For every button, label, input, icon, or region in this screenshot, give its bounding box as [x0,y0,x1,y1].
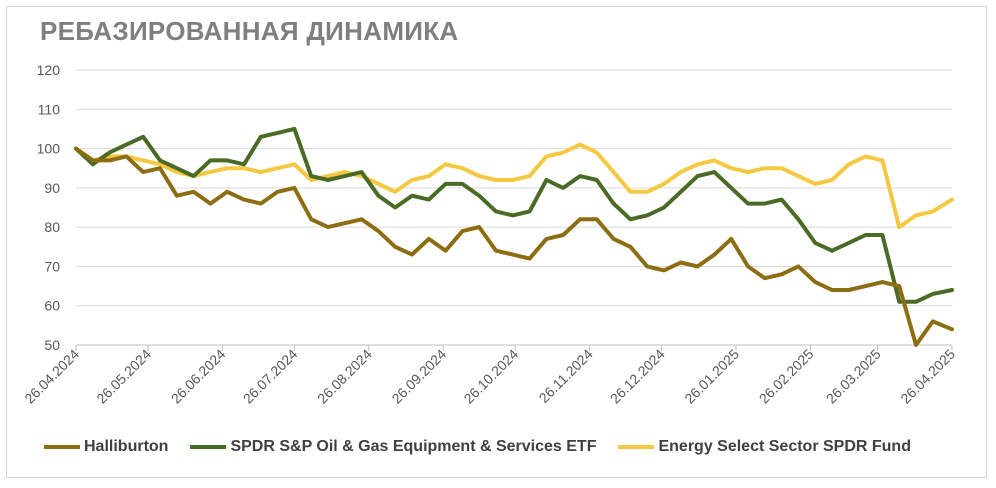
legend-swatch [44,445,80,449]
legend-swatch [190,445,227,449]
legend-label: SPDR S&P Oil & Gas Equipment & Services … [230,438,597,455]
x-tick-label: 26.05.2024 [93,346,154,407]
series-line-2 [74,126,954,304]
x-tick-label: 26.10.2024 [460,346,521,407]
x-tick-label: 26.03.2025 [823,346,884,407]
legend-label: Energy Select Sector SPDR Fund [658,438,911,455]
x-tick-label: 26.06.2024 [168,346,229,407]
y-tick-label: 80 [44,219,60,235]
x-tick-label: 26.07.2024 [240,346,301,407]
x-tick-label: 26.01.2025 [681,346,742,407]
x-tick-label: 26.08.2024 [314,346,375,407]
series-line-1 [74,146,954,347]
x-tick-label: 26.04.2025 [897,346,958,407]
legend-item-3: Energy Select Sector SPDR Fund [618,438,911,456]
x-tick-label: 26.02.2025 [756,346,817,407]
legend-swatch [618,445,655,449]
legend-label: Halliburton [84,438,169,455]
y-tick-label: 60 [44,298,60,314]
y-tick-label: 110 [38,101,61,117]
y-tick-label: 100 [37,141,61,157]
x-tick-label: 26.11.2024 [536,346,596,406]
chart-frame [6,6,987,478]
x-tick-label: 26.12.2024 [607,346,668,407]
series-line-3 [74,142,954,230]
y-tick-label: 120 [37,62,61,78]
chart-title: РЕБАЗИРОВАННАЯ ДИНАМИКА [40,16,459,46]
legend-item-1: Halliburton [44,438,168,456]
x-tick-label: 26.04.2024 [21,346,82,407]
y-tick-label: 70 [44,258,60,274]
chart-legend: Halliburton SPDR S&P Oil & Gas Equipment … [44,437,933,457]
x-tick-label: 26.09.2024 [388,346,449,407]
y-tick-label: 90 [44,180,60,196]
y-tick-label: 50 [44,337,60,353]
legend-item-2: SPDR S&P Oil & Gas Equipment & Services … [190,438,596,456]
